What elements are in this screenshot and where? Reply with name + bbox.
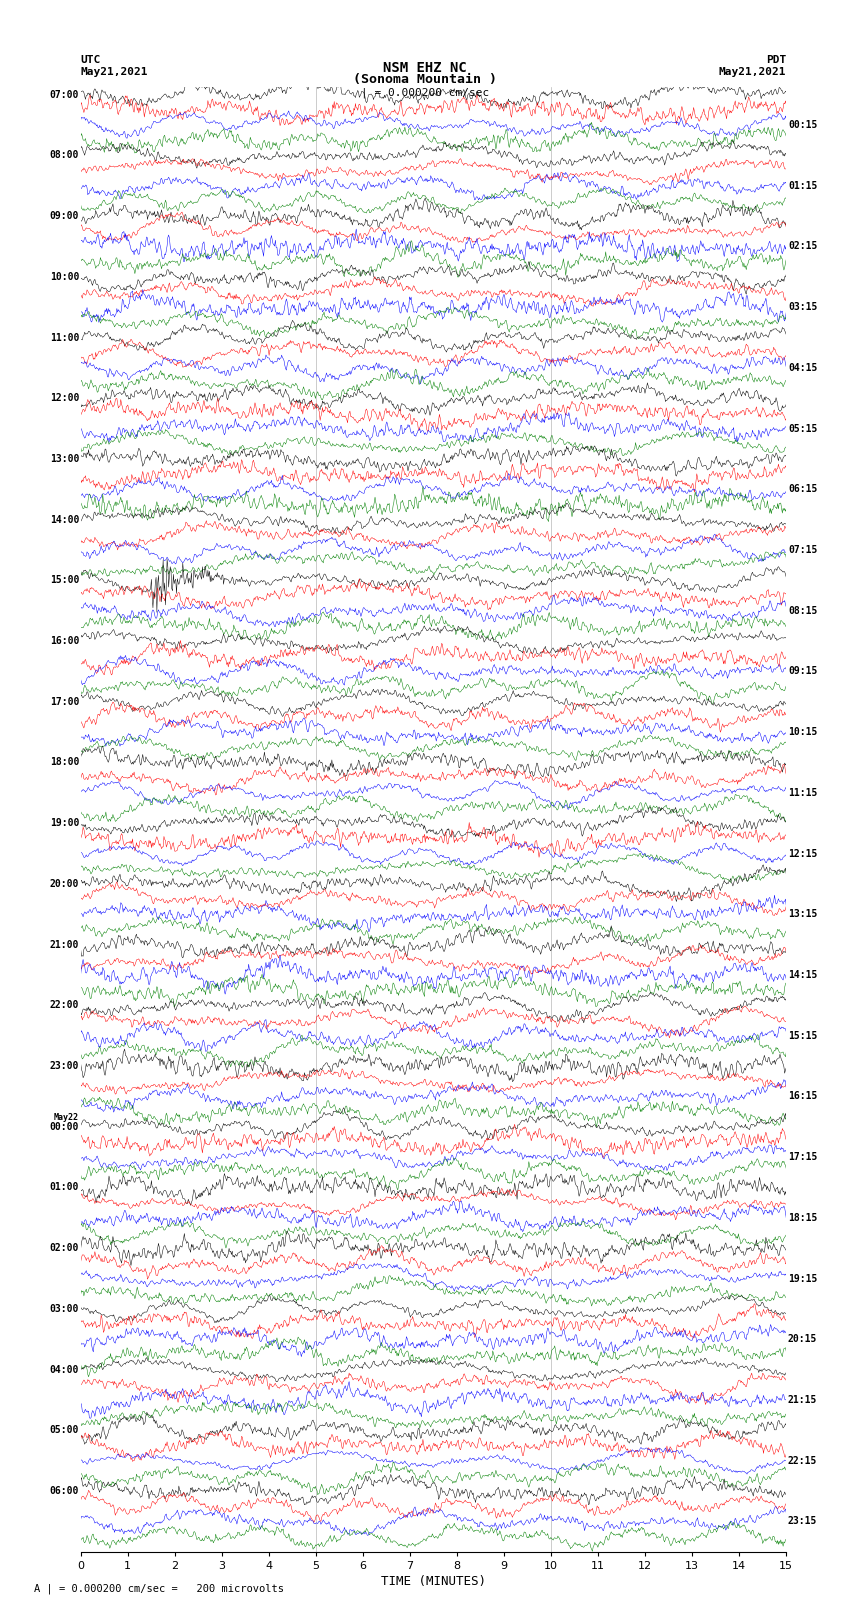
- Text: 22:00: 22:00: [49, 1000, 79, 1010]
- Text: 20:00: 20:00: [49, 879, 79, 889]
- Text: 18:00: 18:00: [49, 758, 79, 768]
- Text: May21,2021: May21,2021: [81, 68, 148, 77]
- Text: 16:15: 16:15: [788, 1092, 818, 1102]
- Text: 14:00: 14:00: [49, 515, 79, 524]
- Text: 15:00: 15:00: [49, 576, 79, 586]
- Text: 14:15: 14:15: [788, 969, 818, 981]
- Text: 01:00: 01:00: [49, 1182, 79, 1192]
- Text: NSM EHZ NC: NSM EHZ NC: [383, 61, 467, 76]
- Text: 02:00: 02:00: [49, 1244, 79, 1253]
- Text: 08:15: 08:15: [788, 606, 818, 616]
- Text: 20:15: 20:15: [788, 1334, 818, 1344]
- Text: 11:15: 11:15: [788, 787, 818, 798]
- Text: 05:00: 05:00: [49, 1426, 79, 1436]
- Text: 17:00: 17:00: [49, 697, 79, 706]
- Text: 00:15: 00:15: [788, 119, 818, 131]
- Text: 03:15: 03:15: [788, 302, 818, 313]
- Text: 00:00: 00:00: [49, 1121, 79, 1132]
- Text: 23:15: 23:15: [788, 1516, 818, 1526]
- Text: 07:00: 07:00: [49, 90, 79, 100]
- Text: 23:00: 23:00: [49, 1061, 79, 1071]
- Text: 21:15: 21:15: [788, 1395, 818, 1405]
- Text: 12:15: 12:15: [788, 848, 818, 858]
- Text: 09:00: 09:00: [49, 211, 79, 221]
- Text: 02:15: 02:15: [788, 242, 818, 252]
- Text: 08:00: 08:00: [49, 150, 79, 160]
- Text: 13:15: 13:15: [788, 910, 818, 919]
- Text: 07:15: 07:15: [788, 545, 818, 555]
- Text: 15:15: 15:15: [788, 1031, 818, 1040]
- Text: 11:00: 11:00: [49, 332, 79, 342]
- Text: 17:15: 17:15: [788, 1152, 818, 1161]
- X-axis label: TIME (MINUTES): TIME (MINUTES): [381, 1574, 486, 1587]
- Text: 06:15: 06:15: [788, 484, 818, 494]
- Text: 13:00: 13:00: [49, 453, 79, 465]
- Text: 19:15: 19:15: [788, 1274, 818, 1284]
- Text: | = 0.000200 cm/sec: | = 0.000200 cm/sec: [361, 87, 489, 97]
- Text: 04:15: 04:15: [788, 363, 818, 373]
- Text: May21,2021: May21,2021: [719, 68, 786, 77]
- Text: 01:15: 01:15: [788, 181, 818, 190]
- Text: (Sonoma Mountain ): (Sonoma Mountain ): [353, 73, 497, 85]
- Text: 05:15: 05:15: [788, 424, 818, 434]
- Text: 10:15: 10:15: [788, 727, 818, 737]
- Text: PDT: PDT: [766, 55, 786, 65]
- Text: 03:00: 03:00: [49, 1303, 79, 1315]
- Text: 12:00: 12:00: [49, 394, 79, 403]
- Text: 22:15: 22:15: [788, 1455, 818, 1466]
- Text: 19:00: 19:00: [49, 818, 79, 827]
- Text: A | = 0.000200 cm/sec =   200 microvolts: A | = 0.000200 cm/sec = 200 microvolts: [34, 1582, 284, 1594]
- Text: UTC: UTC: [81, 55, 101, 65]
- Text: 21:00: 21:00: [49, 940, 79, 950]
- Text: 06:00: 06:00: [49, 1486, 79, 1495]
- Text: 09:15: 09:15: [788, 666, 818, 676]
- Text: 04:00: 04:00: [49, 1365, 79, 1374]
- Text: 10:00: 10:00: [49, 273, 79, 282]
- Text: 16:00: 16:00: [49, 636, 79, 647]
- Text: May22: May22: [54, 1113, 79, 1121]
- Text: 18:15: 18:15: [788, 1213, 818, 1223]
